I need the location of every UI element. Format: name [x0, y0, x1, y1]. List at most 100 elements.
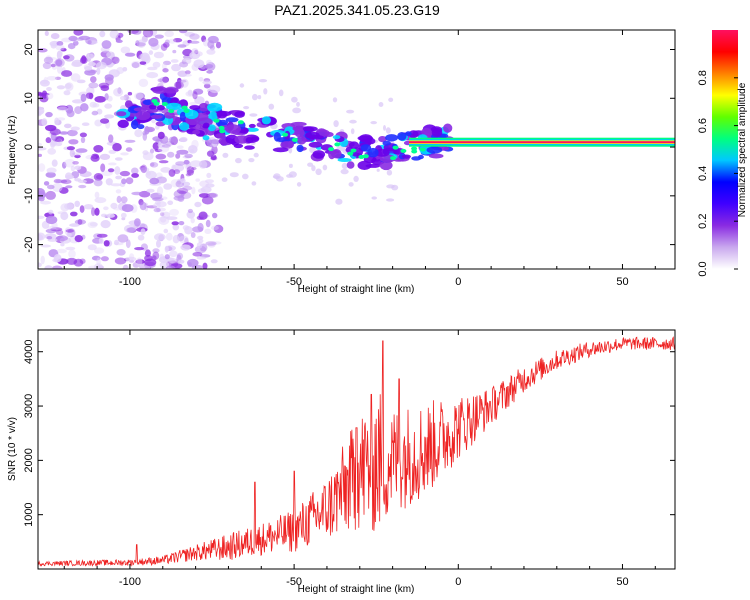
noise-cell: [71, 61, 83, 67]
noise-cell: [50, 33, 60, 40]
x-tick-label: 50: [616, 276, 628, 288]
noise-cell: [80, 136, 86, 144]
signal-cell: [130, 119, 139, 130]
noise-cell: [165, 232, 173, 241]
signal-cell: [216, 110, 228, 119]
signal-cell: [245, 137, 254, 144]
noise-cell: [55, 138, 63, 147]
noise-cell: [210, 156, 218, 161]
noise-cell: [178, 221, 185, 226]
noise-cell: [142, 152, 154, 161]
noise-cell: [186, 166, 195, 174]
noise-cell: [54, 58, 65, 67]
noise-cell: [66, 232, 72, 238]
noise-cell: [149, 162, 159, 168]
noise-cell: [106, 51, 115, 58]
noise-cell: [55, 179, 68, 184]
colorbar-gradient: [712, 30, 738, 269]
noise-cell: [197, 188, 206, 193]
signal-cell: [357, 135, 374, 141]
noise-cell: [56, 65, 63, 74]
noise-cell: [196, 242, 203, 249]
noise-cell: [71, 99, 84, 104]
noise-cell: [257, 95, 262, 100]
noise-cell: [45, 190, 56, 200]
noise-cell: [94, 197, 107, 204]
noise-cell: [153, 207, 161, 213]
signal-cell: [357, 160, 372, 170]
noise-cell: [385, 127, 391, 134]
noise-cell: [43, 56, 54, 64]
noise-cell: [95, 61, 107, 70]
noise-cell: [194, 201, 202, 208]
signal-cell: [213, 118, 220, 123]
noise-cell: [78, 184, 87, 189]
noise-cell: [100, 118, 110, 124]
noise-cell: [140, 164, 147, 174]
noise-cell: [177, 77, 182, 83]
signal-cell: [419, 147, 426, 152]
noise-cell: [124, 52, 136, 57]
signal-cell: [218, 125, 225, 130]
signal-cell: [296, 144, 304, 153]
signal-cell: [305, 131, 320, 139]
noise-cell: [64, 158, 76, 168]
noise-cell: [79, 205, 85, 213]
noise-cell: [175, 153, 181, 159]
signal-cell: [261, 116, 271, 125]
signal-cell: [217, 119, 229, 126]
noise-cell: [88, 62, 96, 67]
noise-cell: [183, 159, 190, 165]
x-tick-label: -100: [119, 576, 141, 588]
noise-cell: [198, 77, 204, 82]
noise-cell: [278, 89, 284, 97]
noise-cell: [38, 262, 42, 268]
noise-cell: [165, 216, 178, 221]
noise-cell: [66, 257, 78, 265]
noise-cell: [104, 93, 109, 101]
signal-cell: [400, 148, 407, 153]
noise-cell: [125, 177, 134, 185]
noise-cell: [70, 165, 76, 172]
noise-cell: [120, 46, 131, 54]
noise-cell: [109, 30, 119, 39]
noise-cell: [235, 157, 242, 164]
noise-cell: [74, 235, 84, 243]
noise-cell: [115, 175, 122, 180]
x-tick-label: 0: [455, 276, 461, 288]
noise-cell: [113, 242, 124, 246]
noise-cell: [38, 215, 45, 219]
signal-cell: [334, 142, 341, 147]
signal-cell: [272, 147, 289, 153]
noise-cell: [105, 178, 113, 186]
noise-cell: [206, 70, 213, 74]
noise-cell: [120, 96, 126, 101]
colorbar-tick-label: 0.4: [697, 166, 709, 181]
y-tick-label: -10: [23, 188, 35, 204]
noise-cell: [70, 126, 80, 131]
noise-cell: [125, 147, 133, 152]
noise-cell: [152, 248, 160, 253]
noise-cell: [332, 97, 338, 103]
signal-cell: [149, 104, 157, 110]
y-tick-label: 0: [23, 144, 35, 150]
noise-cell: [135, 40, 140, 47]
noise-cell: [263, 88, 268, 95]
noise-cell: [180, 178, 186, 184]
noise-cell: [160, 212, 165, 217]
noise-cell: [126, 227, 136, 233]
noise-cell: [68, 139, 79, 145]
noise-cell: [177, 70, 188, 77]
noise-cell: [88, 82, 99, 89]
noise-cell: [206, 172, 212, 178]
noise-cell: [194, 96, 205, 105]
noise-cell: [55, 59, 63, 67]
noise-cell: [179, 61, 189, 68]
signal-cell: [382, 140, 391, 146]
noise-cell: [46, 76, 58, 81]
noise-cell: [131, 30, 142, 35]
signal-cell: [181, 105, 188, 110]
noise-cell: [189, 160, 202, 168]
